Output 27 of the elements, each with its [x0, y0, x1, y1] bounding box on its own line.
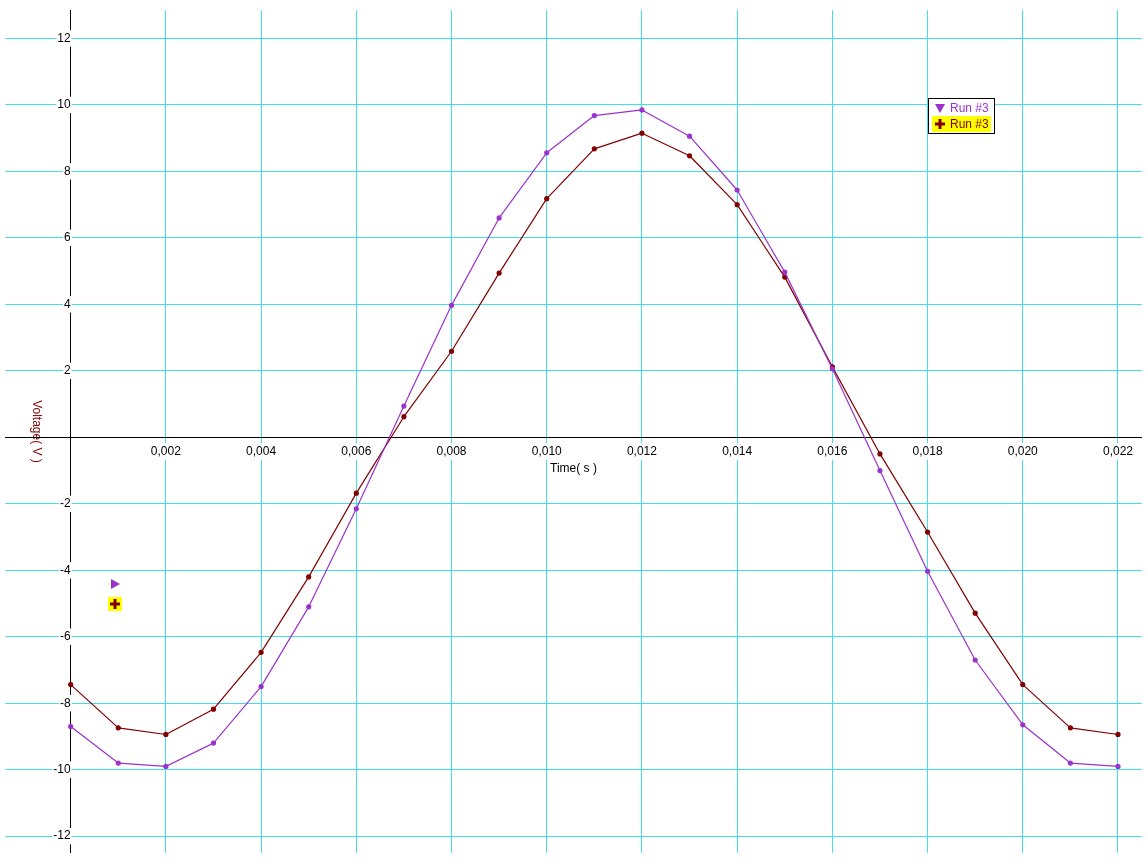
y-tick-label: -4 [59, 562, 71, 577]
x-tick-label: 0,014 [722, 443, 753, 458]
y-tick-label: -2 [59, 496, 71, 511]
y-axis-title: Voltage( V ) [29, 400, 44, 463]
y-tick-label: 2 [63, 363, 71, 378]
x-tick-label: 0,002 [150, 443, 182, 458]
y-tick-label: -8 [59, 695, 71, 710]
x-tick-label: 0,018 [912, 443, 943, 458]
y-tick-label: 12 [57, 30, 71, 45]
x-tick-label: 0,020 [1007, 443, 1039, 458]
y-tick-label: 10 [57, 97, 71, 112]
x-tick-label: 0,022 [1102, 443, 1134, 458]
y-tick-label: 4 [63, 296, 71, 311]
legend-label: Run #3 [950, 117, 989, 131]
x-axis-title: Time( s ) [550, 461, 597, 476]
y-tick-label: 6 [63, 230, 71, 245]
y-tick-label: -10 [53, 762, 71, 777]
y-tick-label: 8 [63, 163, 71, 178]
y-tick-label: -12 [53, 828, 71, 843]
x-tick-label: 0,012 [626, 443, 658, 458]
y-tick-label: -6 [59, 629, 71, 644]
x-tick-label: 0,004 [246, 443, 277, 458]
x-tick-label: 0,010 [531, 443, 563, 458]
legend-label: Run #3 [950, 101, 989, 115]
x-tick-label: 0,008 [436, 443, 467, 458]
x-tick-label: 0,016 [817, 443, 848, 458]
x-tick-label: 0,006 [341, 443, 372, 458]
